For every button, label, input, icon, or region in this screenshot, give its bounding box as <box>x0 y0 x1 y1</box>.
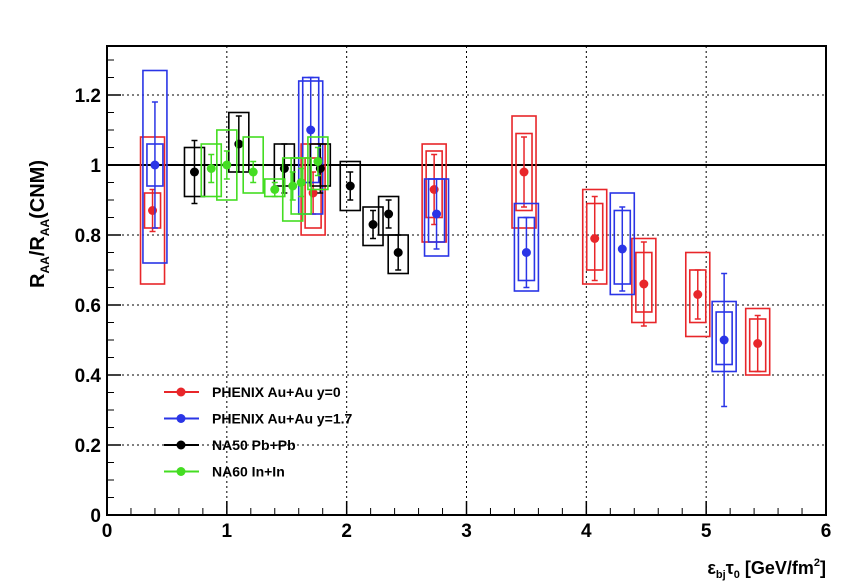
data-point <box>150 160 160 170</box>
data-point <box>288 181 298 191</box>
legend-label: NA50 Pb+Pb <box>212 437 296 453</box>
data-point <box>270 185 280 194</box>
outer-sys-box <box>609 192 636 296</box>
y-tick-label: 0.2 <box>75 436 101 457</box>
data-point <box>617 244 627 254</box>
grid <box>107 46 826 515</box>
outer-sys-box <box>684 251 711 338</box>
legend-marker <box>176 440 186 450</box>
legend: PHENIX Au+Au y=0 PHENIX Au+Au y=1.7 NA50 P… <box>164 384 353 480</box>
x-tick-label: 1 <box>222 521 233 542</box>
data-point <box>753 339 763 348</box>
axis-ticks: 0 1 2 3 4 5 6 0 0.2 0.4 0.6 0.8 1 1.2 <box>75 59 832 542</box>
data-point <box>313 157 323 166</box>
data-layer <box>139 69 771 408</box>
data-point <box>639 279 649 289</box>
data-point <box>234 139 244 149</box>
series-0 <box>139 115 771 376</box>
outer-sys-box <box>581 188 608 285</box>
x-tick-label: 0 <box>102 521 113 542</box>
sys-box <box>216 129 238 201</box>
sys-box <box>362 206 384 247</box>
outer-sys-box <box>139 136 166 285</box>
y-tick-label: 0 <box>90 506 101 527</box>
data-point <box>384 209 394 219</box>
y-tick-label: 1 <box>90 156 101 177</box>
data-point <box>521 248 531 257</box>
y-tick-label: 0.6 <box>75 296 101 317</box>
series-2 <box>183 111 409 275</box>
sys-box <box>339 160 362 212</box>
data-point <box>248 167 258 177</box>
x-tick-label: 4 <box>581 521 592 542</box>
data-point <box>429 185 439 194</box>
data-point <box>590 234 600 243</box>
data-point <box>432 209 442 219</box>
outer-sys-box <box>142 69 168 264</box>
data-point <box>368 220 378 229</box>
data-point <box>279 164 289 173</box>
y-tick-label: 1.2 <box>75 86 101 107</box>
sys-box <box>242 136 264 194</box>
data-point <box>222 160 232 170</box>
outer-sys-box <box>511 115 537 229</box>
legend-marker <box>176 387 186 397</box>
data-point <box>393 248 403 257</box>
y-axis-title: RAA/RAA(CNM) <box>27 160 52 288</box>
y-tick-label: 0.4 <box>75 366 102 387</box>
x-tick-label: 2 <box>341 521 352 542</box>
series-3 <box>200 129 329 222</box>
sys-box <box>200 143 223 198</box>
data-point <box>296 178 306 187</box>
x-axis-title: εbjτ0 [GeV/fm2] <box>707 557 826 581</box>
sys-box <box>307 136 329 191</box>
x-tick-label: 5 <box>701 521 712 542</box>
y-tick-label: 0.8 <box>75 226 101 247</box>
sys-box <box>515 132 533 212</box>
data-point <box>719 335 729 345</box>
data-point <box>148 206 158 215</box>
data-point <box>345 181 355 191</box>
legend-marker <box>176 414 186 423</box>
data-point <box>206 164 216 173</box>
x-tick-label: 6 <box>821 521 832 542</box>
legend-marker <box>176 467 186 476</box>
sys-box <box>290 157 312 215</box>
data-point <box>693 290 703 299</box>
x-tick-label: 3 <box>461 521 472 542</box>
legend-label: NA60 In+In <box>212 464 285 480</box>
data-point <box>189 167 199 177</box>
data-point <box>519 167 529 177</box>
outer-sys-box <box>513 202 540 292</box>
outer-sys-box <box>744 307 771 376</box>
data-point <box>306 125 316 135</box>
legend-label: PHENIX Au+Au y=0 <box>212 384 341 400</box>
legend-label: PHENIX Au+Au y=1.7 <box>212 411 353 427</box>
